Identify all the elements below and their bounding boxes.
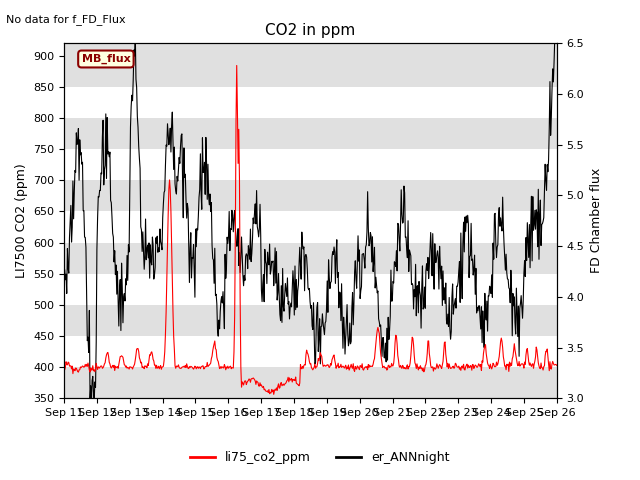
Bar [64, 242, 557, 274]
Text: No data for f_FD_Flux: No data for f_FD_Flux [6, 14, 126, 25]
Bar [64, 43, 557, 87]
Y-axis label: LI7500 CO2 (ppm): LI7500 CO2 (ppm) [15, 163, 28, 278]
Bar [64, 180, 557, 212]
Title: CO2 in ppm: CO2 in ppm [265, 23, 356, 38]
Bar [64, 305, 557, 336]
Bar [64, 367, 557, 398]
Text: MB_flux: MB_flux [81, 54, 131, 64]
Legend: li75_co2_ppm, er_ANNnight: li75_co2_ppm, er_ANNnight [186, 446, 454, 469]
Bar [64, 118, 557, 149]
Y-axis label: FD Chamber flux: FD Chamber flux [590, 168, 603, 274]
